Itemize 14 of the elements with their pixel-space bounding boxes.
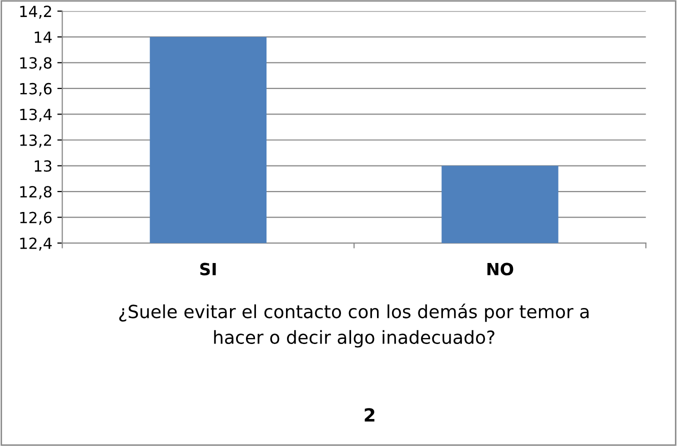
x-axis-title: ¿Suele evitar el contacto con los demás por temor a hacer o decir algo inadecuado?: [119, 304, 589, 348]
y-tick-label: 14,2: [20, 6, 52, 19]
text: 2: [364, 408, 374, 422]
y-tick-label: 14: [34, 32, 52, 43]
x-tick-label: SI: [200, 262, 216, 276]
y-tick-label: 13,4: [20, 108, 52, 122]
x-tick-label: NO: [487, 262, 514, 276]
y-tick-label: 13,8: [20, 57, 52, 70]
y-tick-label: 12,8: [20, 186, 52, 200]
y-tick-label: 13: [34, 160, 52, 172]
y-tick-label: 12,6: [20, 212, 52, 225]
y-tick-label: 12,4: [20, 238, 52, 251]
y-tick-label: 13,2: [20, 134, 52, 148]
y-tick-label: 13,6: [20, 82, 52, 96]
